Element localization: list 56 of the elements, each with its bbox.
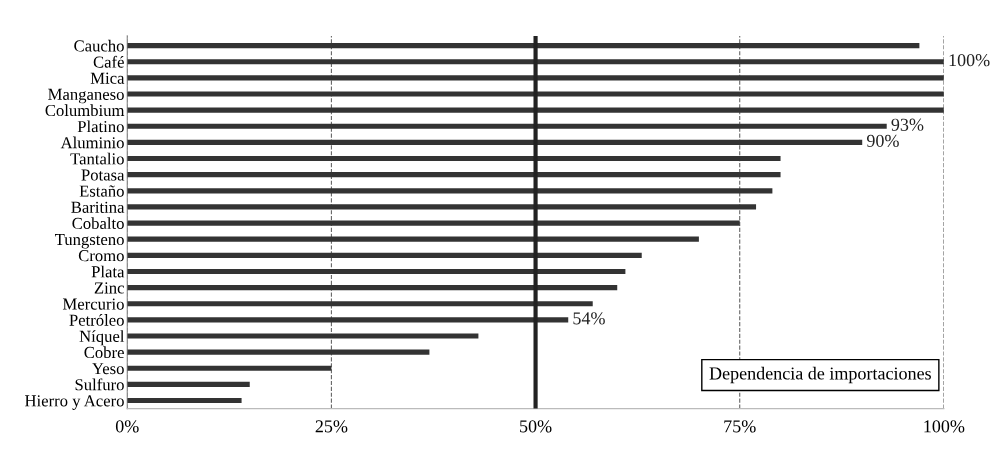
y-tick-label: Café <box>93 55 124 68</box>
bar <box>127 123 887 129</box>
y-tick-label: Mica <box>90 72 125 84</box>
bar <box>127 75 944 81</box>
y-tick-label: Níquel <box>79 330 125 346</box>
y-tick-label: Baritina <box>71 201 125 213</box>
data-label: 100% <box>949 54 990 67</box>
y-tick-label: Aluminio <box>60 136 124 149</box>
bar <box>127 349 430 355</box>
y-tick-label: Sulfuro <box>75 378 124 391</box>
x-tick-label: 75% <box>724 420 756 433</box>
bar <box>127 220 740 226</box>
bar <box>127 333 479 339</box>
data-label: 90% <box>866 134 899 147</box>
bar <box>127 285 618 291</box>
x-tick-label: 0% <box>115 420 139 433</box>
y-tick-label: Zinc <box>94 282 124 294</box>
bar <box>127 317 569 323</box>
y-tick-label: Cobre <box>84 346 124 359</box>
bar <box>127 301 593 307</box>
y-tick-label: Mercurio <box>62 298 124 310</box>
bar <box>127 204 757 210</box>
y-tick-label: Caucho <box>74 39 124 52</box>
y-tick-label: Tantalio <box>70 152 124 165</box>
bar <box>127 59 944 65</box>
annotation: Dependencia de importaciones <box>709 366 931 384</box>
x-tick-label: 25% <box>315 420 348 433</box>
x-tick-label: 50% <box>520 420 552 433</box>
y-tick-label: Cobalto <box>72 217 124 230</box>
bar <box>127 268 626 275</box>
y-tick-label: Tungsteno <box>55 234 124 249</box>
y-tick-label: Platino <box>77 120 124 133</box>
y-tick-label: Hierro y Acero <box>24 395 124 410</box>
bar <box>127 43 920 49</box>
bar <box>127 188 773 194</box>
bar <box>127 381 250 387</box>
bar <box>127 139 863 145</box>
bar <box>127 91 944 97</box>
y-tick-label: Cromo <box>78 250 124 262</box>
bar <box>127 365 332 371</box>
y-tick-label: Potasa <box>81 169 125 181</box>
y-tick-label: Yeso <box>92 363 124 375</box>
data-label: 54% <box>573 312 605 325</box>
y-tick-label: Columbium <box>45 104 125 117</box>
y-tick-label: Estaño <box>79 185 124 197</box>
bar <box>127 397 242 404</box>
bar <box>127 172 781 178</box>
x-tick-label: 100% <box>924 420 965 433</box>
bar <box>127 107 944 113</box>
y-tick-label: Petróleo <box>69 314 124 326</box>
bar <box>127 155 781 162</box>
y-tick-label: Plata <box>91 265 125 278</box>
y-tick-label: Manganeso <box>48 88 124 104</box>
bar <box>127 236 699 242</box>
data-label: 93% <box>891 118 924 131</box>
bar <box>127 252 642 258</box>
